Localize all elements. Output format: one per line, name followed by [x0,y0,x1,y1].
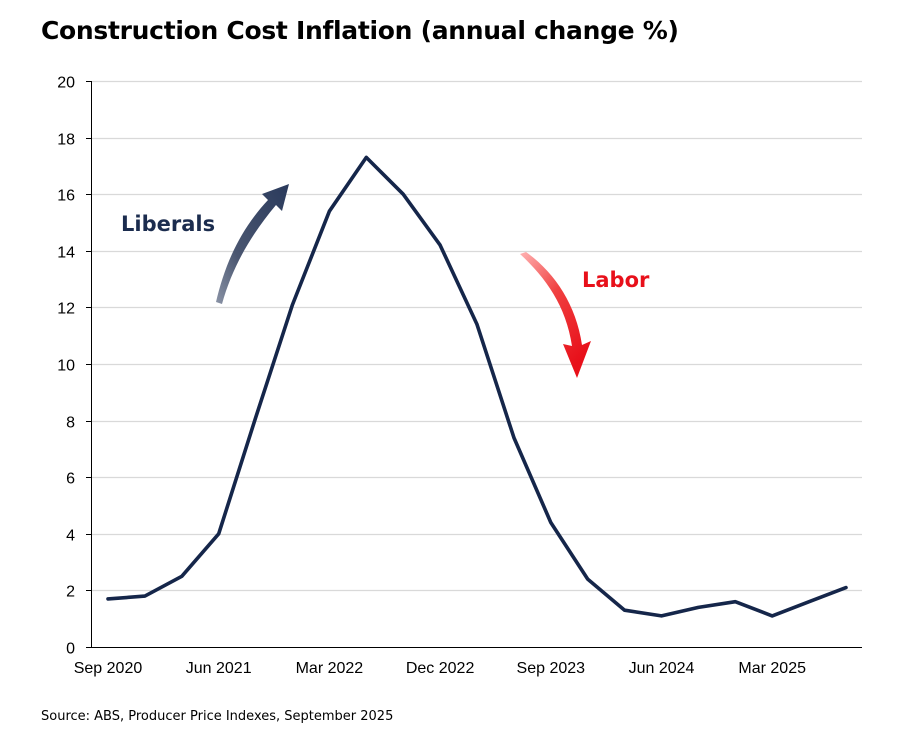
x-tick-label: Dec 2022 [406,660,475,677]
y-tick-label: 16 [57,188,75,205]
y-tick-label: 10 [57,358,75,375]
y-tick-label: 18 [57,132,75,149]
chart-title: Construction Cost Inflation (annual chan… [41,16,679,45]
liberals-arrow [216,184,289,304]
data-point [549,521,552,524]
annotation-label-labor: Labor [582,268,650,292]
data-point [586,577,589,581]
series-layer [106,155,848,618]
data-point [660,614,663,618]
labor-arrow [520,252,591,378]
data-point [328,210,331,213]
x-tick-labels: Sep 2020 Jun 2021 Mar 2022 Dec 2022 Sep 2023… [74,660,806,677]
annotation-liberals: Liberals [121,184,289,304]
y-tick-label: 0 [66,641,75,658]
annotation-labor: Labor [520,252,650,378]
y-tick-label: 4 [66,528,75,545]
data-point [180,575,183,578]
source-note: Source: ABS, Producer Price Indexes, Sep… [41,709,394,724]
x-tick-label: Sep 2023 [517,660,586,677]
data-point [217,532,220,535]
axes [86,81,862,648]
data-point [771,614,774,618]
x-tick-label: Jun 2024 [629,660,695,677]
data-point [623,609,626,612]
grid-lines [91,80,862,592]
data-point [734,600,737,603]
y-tick-label: 2 [66,584,75,601]
x-tick-label: Jun 2021 [186,660,252,677]
y-tick-label: 8 [66,415,75,432]
y-tick-labels: 0 2 4 6 8 10 12 14 16 18 20 [57,75,75,658]
y-tick-label: 20 [57,75,75,92]
x-tick-label: Mar 2025 [738,660,806,677]
data-point [807,600,811,603]
data-point [438,243,442,247]
annotation-label-liberals: Liberals [121,212,215,236]
data-point [844,586,848,589]
y-tick-label: 14 [57,245,75,262]
data-point [402,193,405,196]
x-tick-label: Sep 2020 [74,660,143,677]
data-point [291,303,294,306]
y-tick-label: 6 [66,471,75,488]
data-point [143,594,147,598]
data-point [365,156,368,159]
data-point [475,323,479,326]
data-point [512,436,516,439]
y-tick-label: 12 [57,301,75,318]
series-line [106,155,848,618]
x-tick-label: Mar 2022 [296,660,364,677]
data-point [697,606,700,609]
data-point [106,597,110,601]
data-point [254,416,257,419]
